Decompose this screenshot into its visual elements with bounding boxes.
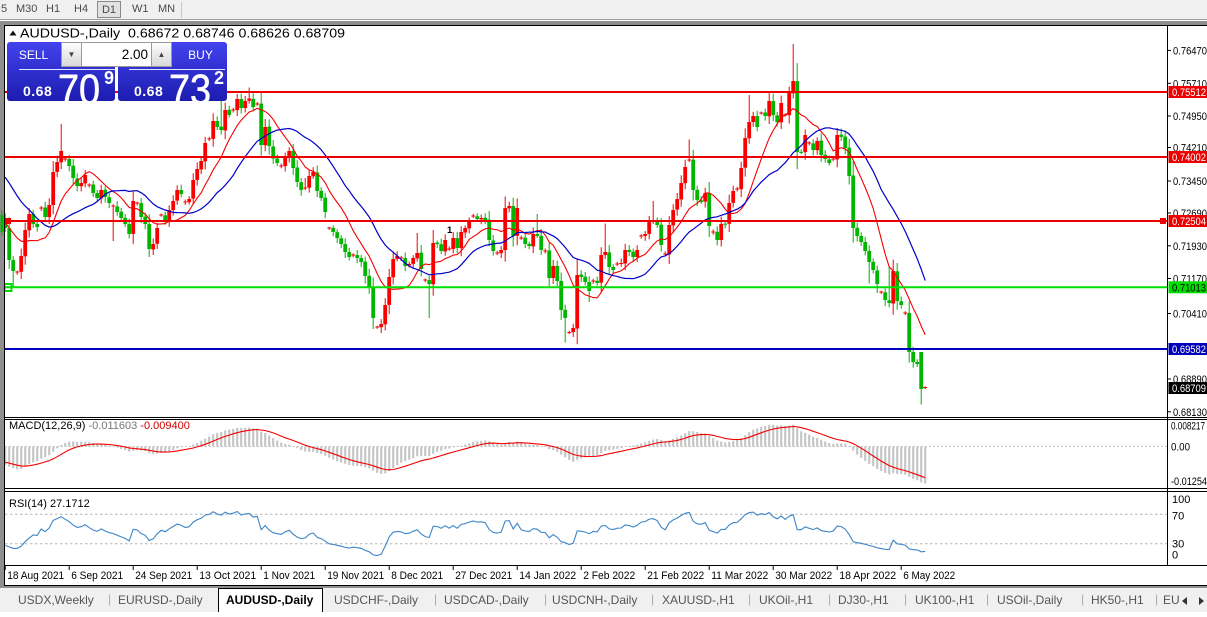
svg-text:11 Mar 2022: 11 Mar 2022 [711,570,768,582]
svg-text:0.00: 0.00 [1171,441,1190,453]
svg-text:30 Mar 2022: 30 Mar 2022 [775,570,832,582]
svg-text:0.72504: 0.72504 [1172,216,1206,228]
svg-text:0.70410: 0.70410 [1173,309,1207,321]
svg-text:0.74002: 0.74002 [1172,152,1206,164]
svg-text:0.71013: 0.71013 [1172,282,1206,294]
svg-text:21 Feb 2022: 21 Feb 2022 [647,570,704,582]
svg-text:MACD(12,26,9) -0.011603 -0.009: MACD(12,26,9) -0.011603 -0.009400 [9,420,190,432]
svg-text:0.69582: 0.69582 [1172,344,1206,356]
svg-text:0.68709: 0.68709 [1172,383,1206,395]
svg-text:6 Sep 2021: 6 Sep 2021 [71,570,123,582]
svg-text:0.75512: 0.75512 [1172,87,1206,99]
svg-text:13 Oct 2021: 13 Oct 2021 [199,570,256,582]
svg-text:0: 0 [1172,550,1178,562]
svg-text:70: 70 [1172,511,1184,523]
svg-text:0.76470: 0.76470 [1173,45,1207,57]
svg-text:27 Dec 2021: 27 Dec 2021 [455,570,512,582]
svg-text:RSI(14) 27.1712: RSI(14) 27.1712 [9,498,90,510]
svg-text:6 May 2022: 6 May 2022 [903,570,955,582]
svg-text:14 Jan 2022: 14 Jan 2022 [519,570,576,582]
svg-text:1 Nov 2021: 1 Nov 2021 [263,570,315,582]
svg-text:1: 1 [447,225,453,236]
svg-text:0.68130: 0.68130 [1173,407,1207,419]
svg-text:0.71930: 0.71930 [1173,241,1207,253]
svg-text:18 Aug 2021: 18 Aug 2021 [7,570,64,582]
svg-text:19 Nov 2021: 19 Nov 2021 [327,570,384,582]
svg-text:-0.01254: -0.01254 [1171,476,1207,488]
svg-text:0.73450: 0.73450 [1173,176,1207,188]
svg-text:2 Feb 2022: 2 Feb 2022 [583,570,635,582]
svg-text:8 Dec 2021: 8 Dec 2021 [391,570,443,582]
svg-text:AUDUSD-,Daily 0.68672 0.68746: AUDUSD-,Daily 0.68672 0.68746 0.68626 0.… [20,27,345,41]
svg-text:100: 100 [1172,494,1190,506]
svg-text:24 Sep 2021: 24 Sep 2021 [135,570,192,582]
svg-text:0.008217: 0.008217 [1171,421,1205,433]
svg-text:18 Apr 2022: 18 Apr 2022 [839,570,896,582]
svg-text:0.74950: 0.74950 [1173,111,1207,123]
